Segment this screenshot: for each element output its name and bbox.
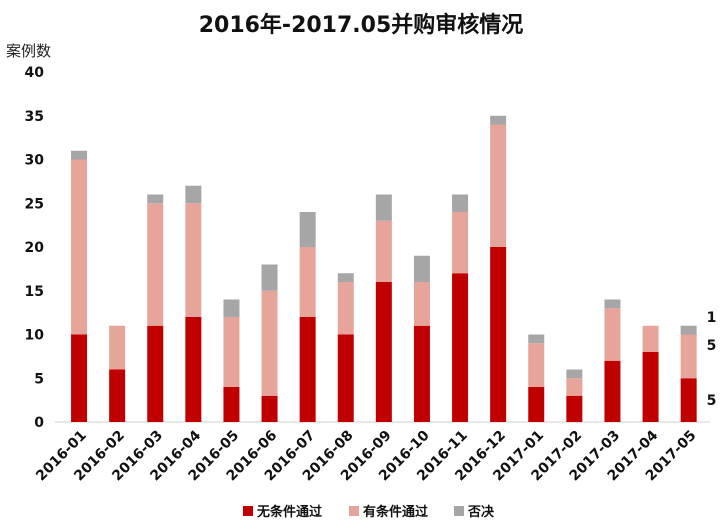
y-tick-label: 0 bbox=[34, 415, 44, 431]
y-axis-label: 案例数 bbox=[6, 42, 51, 60]
annotations: 1 5 5 bbox=[707, 310, 717, 409]
bar-segment-2 bbox=[490, 115, 507, 125]
bar-segment-2 bbox=[261, 264, 278, 291]
y-tick-label: 10 bbox=[25, 328, 45, 344]
legend: 无条件通过 有条件通过 否决 bbox=[243, 504, 495, 520]
bar-segment-0 bbox=[490, 247, 507, 422]
bar-segment-0 bbox=[604, 360, 621, 422]
bar-segment-1 bbox=[375, 220, 392, 282]
bar-segment-1 bbox=[223, 317, 240, 387]
bar-segment-0 bbox=[566, 395, 583, 422]
bar-segment-2 bbox=[528, 334, 545, 344]
chart-title: 2016年-2017.05并购审核情况 bbox=[199, 12, 524, 38]
bar-segment-0 bbox=[261, 395, 278, 422]
bar-segment-0 bbox=[147, 325, 164, 422]
bar-segment-0 bbox=[375, 282, 392, 422]
bar-segment-2 bbox=[71, 150, 88, 160]
bar-segment-1 bbox=[337, 282, 354, 335]
bar-segment-1 bbox=[413, 282, 430, 326]
bar-segment-1 bbox=[452, 212, 469, 274]
bar-segment-0 bbox=[413, 325, 430, 422]
y-tick-label: 20 bbox=[25, 240, 45, 256]
bars bbox=[71, 115, 697, 422]
bar-segment-2 bbox=[680, 325, 697, 335]
y-axis-ticks: 0 5 10 15 20 25 30 35 40 bbox=[25, 65, 45, 431]
annotation-label: 5 bbox=[707, 338, 717, 354]
bar-segment-1 bbox=[604, 308, 621, 361]
x-axis-ticks: 2016-012016-022016-032016-042016-052016-… bbox=[33, 427, 699, 484]
y-tick-label: 5 bbox=[34, 371, 44, 387]
bar-segment-0 bbox=[299, 317, 316, 422]
bar-segment-1 bbox=[680, 334, 697, 379]
legend-label: 否决 bbox=[467, 504, 495, 520]
bar-segment-0 bbox=[109, 369, 126, 422]
bar-segment-2 bbox=[337, 273, 354, 282]
bar-segment-2 bbox=[299, 212, 316, 247]
legend-swatch bbox=[454, 506, 464, 516]
y-tick-label: 15 bbox=[25, 284, 44, 300]
legend-label: 无条件通过 bbox=[256, 504, 322, 520]
bar-segment-0 bbox=[337, 334, 354, 422]
bar-segment-2 bbox=[223, 299, 240, 317]
bar-segment-2 bbox=[604, 299, 621, 309]
bar-segment-1 bbox=[185, 203, 202, 317]
bar-segment-2 bbox=[147, 194, 164, 204]
bar-segment-1 bbox=[490, 124, 507, 247]
bar-segment-1 bbox=[299, 247, 316, 317]
bar-segment-1 bbox=[71, 159, 88, 335]
legend-swatch bbox=[349, 506, 359, 516]
bar-segment-0 bbox=[71, 334, 88, 422]
legend-label: 有条件通过 bbox=[363, 504, 428, 520]
y-tick-label: 30 bbox=[25, 153, 45, 169]
bar-segment-2 bbox=[375, 194, 392, 221]
bar-segment-1 bbox=[147, 203, 164, 326]
bar-segment-0 bbox=[680, 378, 697, 422]
bar-segment-1 bbox=[566, 378, 583, 396]
y-tick-label: 40 bbox=[25, 65, 45, 81]
bar-segment-1 bbox=[109, 325, 126, 370]
bar-segment-0 bbox=[528, 387, 545, 422]
legend-swatch bbox=[243, 506, 253, 516]
bar-segment-0 bbox=[642, 352, 659, 422]
bar-segment-2 bbox=[452, 194, 469, 212]
bar-segment-0 bbox=[185, 317, 202, 422]
bar-segment-0 bbox=[452, 273, 469, 422]
bar-segment-2 bbox=[185, 185, 202, 204]
bar-segment-2 bbox=[413, 255, 430, 282]
bar-segment-1 bbox=[642, 325, 659, 352]
y-tick-label: 35 bbox=[25, 109, 44, 125]
annotation-label: 1 bbox=[707, 310, 717, 326]
bar-segment-0 bbox=[223, 387, 240, 422]
bar-segment-1 bbox=[261, 290, 278, 396]
bar-segment-2 bbox=[566, 369, 583, 379]
bar-segment-1 bbox=[528, 343, 545, 387]
y-tick-label: 25 bbox=[25, 196, 44, 212]
annotation-label: 5 bbox=[707, 393, 717, 409]
